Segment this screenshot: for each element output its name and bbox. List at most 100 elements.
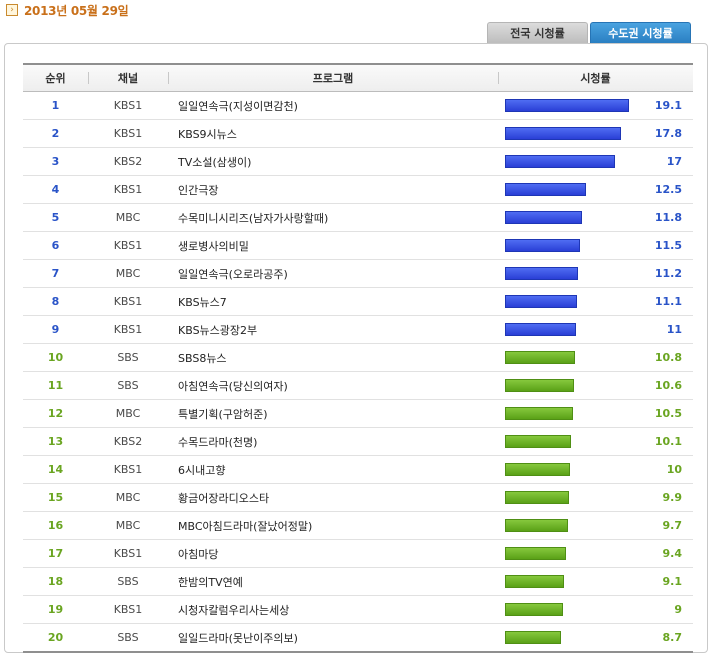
rating-value: 11.2 — [654, 267, 682, 280]
channel-cell: MBC — [115, 519, 141, 532]
table-header: 순위 채널 프로그램 시청률 — [23, 65, 693, 92]
rating-tabs: 전국 시청률 수도권 시청률 — [487, 22, 691, 43]
program-cell: 6시내고향 — [178, 463, 226, 477]
rank-cell: 17 — [47, 547, 64, 560]
rating-bar — [505, 435, 571, 448]
rank-cell: 8 — [51, 295, 60, 308]
channel-cell: SBS — [117, 379, 139, 392]
channel-cell: KBS1 — [113, 463, 143, 476]
table-row: 13 KBS2 수목드라마(천명) 10.1 — [23, 428, 693, 456]
table-row: 14 KBS1 6시내고향 10 — [23, 456, 693, 484]
program-cell: 일일연속극(오로라공주) — [178, 267, 288, 281]
rating-cell: 17.8 — [498, 120, 693, 147]
rating-bar — [505, 99, 629, 112]
table-body: 1 KBS1 일일연속극(지성이면감천) 19.1 2 KBS1 KBS9시뉴스 17.8 3 K… — [23, 92, 693, 651]
rank-cell: 1 — [51, 99, 60, 112]
rating-bar — [505, 491, 569, 504]
rating-bar — [505, 631, 561, 644]
rating-value: 8.7 — [662, 631, 683, 644]
channel-cell: KBS1 — [113, 323, 143, 336]
program-cell: 아침마당 — [178, 547, 219, 561]
table-row: 3 KBS2 TV소설(삼생이) 17 — [23, 148, 693, 176]
rating-value: 17.8 — [654, 127, 682, 140]
rating-value: 19.1 — [654, 99, 682, 112]
rating-cell: 8.7 — [498, 624, 693, 651]
rank-cell: 4 — [51, 183, 60, 196]
rating-value: 11 — [666, 323, 682, 336]
rating-bar — [505, 267, 578, 280]
rating-cell: 10 — [498, 456, 693, 483]
header-channel: 채널 — [88, 70, 168, 86]
rating-cell: 9 — [498, 596, 693, 623]
rank-cell: 3 — [51, 155, 60, 168]
program-cell: 시청자칼럼우리사는세상 — [178, 603, 290, 617]
rating-bar — [505, 603, 563, 616]
rating-value: 9.9 — [662, 491, 683, 504]
rating-cell: 9.7 — [498, 512, 693, 539]
rating-bar — [505, 575, 564, 588]
program-cell: KBS9시뉴스 — [178, 127, 237, 141]
header-rank: 순위 — [45, 72, 66, 85]
ratings-table: 순위 채널 프로그램 시청률 1 KBS1 일일연속극(지성이면감천) 19.1 2 KB… — [23, 63, 693, 653]
rating-bar — [505, 323, 576, 336]
rating-bar — [505, 127, 621, 140]
program-cell: KBS뉴스광장2부 — [178, 323, 258, 337]
table-row: 9 KBS1 KBS뉴스광장2부 11 — [23, 316, 693, 344]
rating-value: 9 — [674, 603, 682, 616]
rating-bar — [505, 211, 582, 224]
program-cell: MBC아침드라마(잘났어정말) — [178, 519, 313, 533]
rating-value: 11.5 — [654, 239, 682, 252]
rank-cell: 11 — [47, 379, 64, 392]
rank-cell: 16 — [47, 519, 64, 532]
channel-cell: KBS1 — [113, 99, 143, 112]
rating-bar — [505, 351, 575, 364]
table-row: 5 MBC 수목미니시리즈(남자가사랑할때) 11.8 — [23, 204, 693, 232]
rank-cell: 5 — [51, 211, 60, 224]
table-row: 1 KBS1 일일연속극(지성이면감천) 19.1 — [23, 92, 693, 120]
channel-cell: SBS — [117, 575, 139, 588]
table-row: 12 MBC 특별기획(구암허준) 10.5 — [23, 400, 693, 428]
rating-cell: 17 — [498, 148, 693, 175]
channel-cell: KBS2 — [113, 155, 143, 168]
ratings-panel: 순위 채널 프로그램 시청률 1 KBS1 일일연속극(지성이면감천) 19.1 2 KB… — [4, 43, 708, 653]
program-cell: 일일드라마(못난이주의보) — [178, 631, 298, 645]
rating-value: 9.4 — [662, 547, 683, 560]
tab-capital-area-rating[interactable]: 수도권 시청률 — [590, 22, 691, 43]
rating-bar — [505, 239, 580, 252]
rating-cell: 12.5 — [498, 176, 693, 203]
rating-cell: 11.2 — [498, 260, 693, 287]
program-cell: TV소설(삼생이) — [178, 155, 252, 169]
rating-bar — [505, 519, 568, 532]
date-header: › 2013년 05월 29일 — [6, 0, 129, 20]
program-cell: 생로병사의비밀 — [178, 239, 249, 253]
rating-value: 17 — [666, 155, 682, 168]
rating-cell: 19.1 — [498, 92, 693, 119]
program-cell: 한밤의TV연예 — [178, 575, 243, 589]
rating-cell: 11.1 — [498, 288, 693, 315]
header-rating: 시청률 — [498, 70, 693, 86]
program-cell: KBS뉴스7 — [178, 295, 227, 309]
rating-value: 11.1 — [654, 295, 682, 308]
rank-cell: 19 — [47, 603, 64, 616]
rating-value: 10 — [666, 463, 682, 476]
channel-cell: MBC — [115, 211, 141, 224]
rating-bar — [505, 183, 586, 196]
rating-cell: 10.1 — [498, 428, 693, 455]
channel-cell: SBS — [117, 631, 139, 644]
channel-cell: MBC — [115, 267, 141, 280]
program-cell: 일일연속극(지성이면감천) — [178, 99, 298, 113]
program-cell: 수목미니시리즈(남자가사랑할때) — [178, 211, 329, 225]
program-cell: 인간극장 — [178, 183, 219, 197]
rank-cell: 10 — [47, 351, 64, 364]
table-row: 4 KBS1 인간극장 12.5 — [23, 176, 693, 204]
rank-cell: 13 — [47, 435, 64, 448]
table-row: 19 KBS1 시청자칼럼우리사는세상 9 — [23, 596, 693, 624]
channel-cell: SBS — [117, 351, 139, 364]
rating-value: 9.1 — [662, 575, 683, 588]
rating-cell: 11.8 — [498, 204, 693, 231]
rating-value: 11.8 — [654, 211, 682, 224]
rating-bar — [505, 547, 566, 560]
program-cell: 특별기획(구암허준) — [178, 407, 268, 421]
tab-national-rating[interactable]: 전국 시청률 — [487, 22, 588, 43]
rating-value: 10.8 — [654, 351, 682, 364]
